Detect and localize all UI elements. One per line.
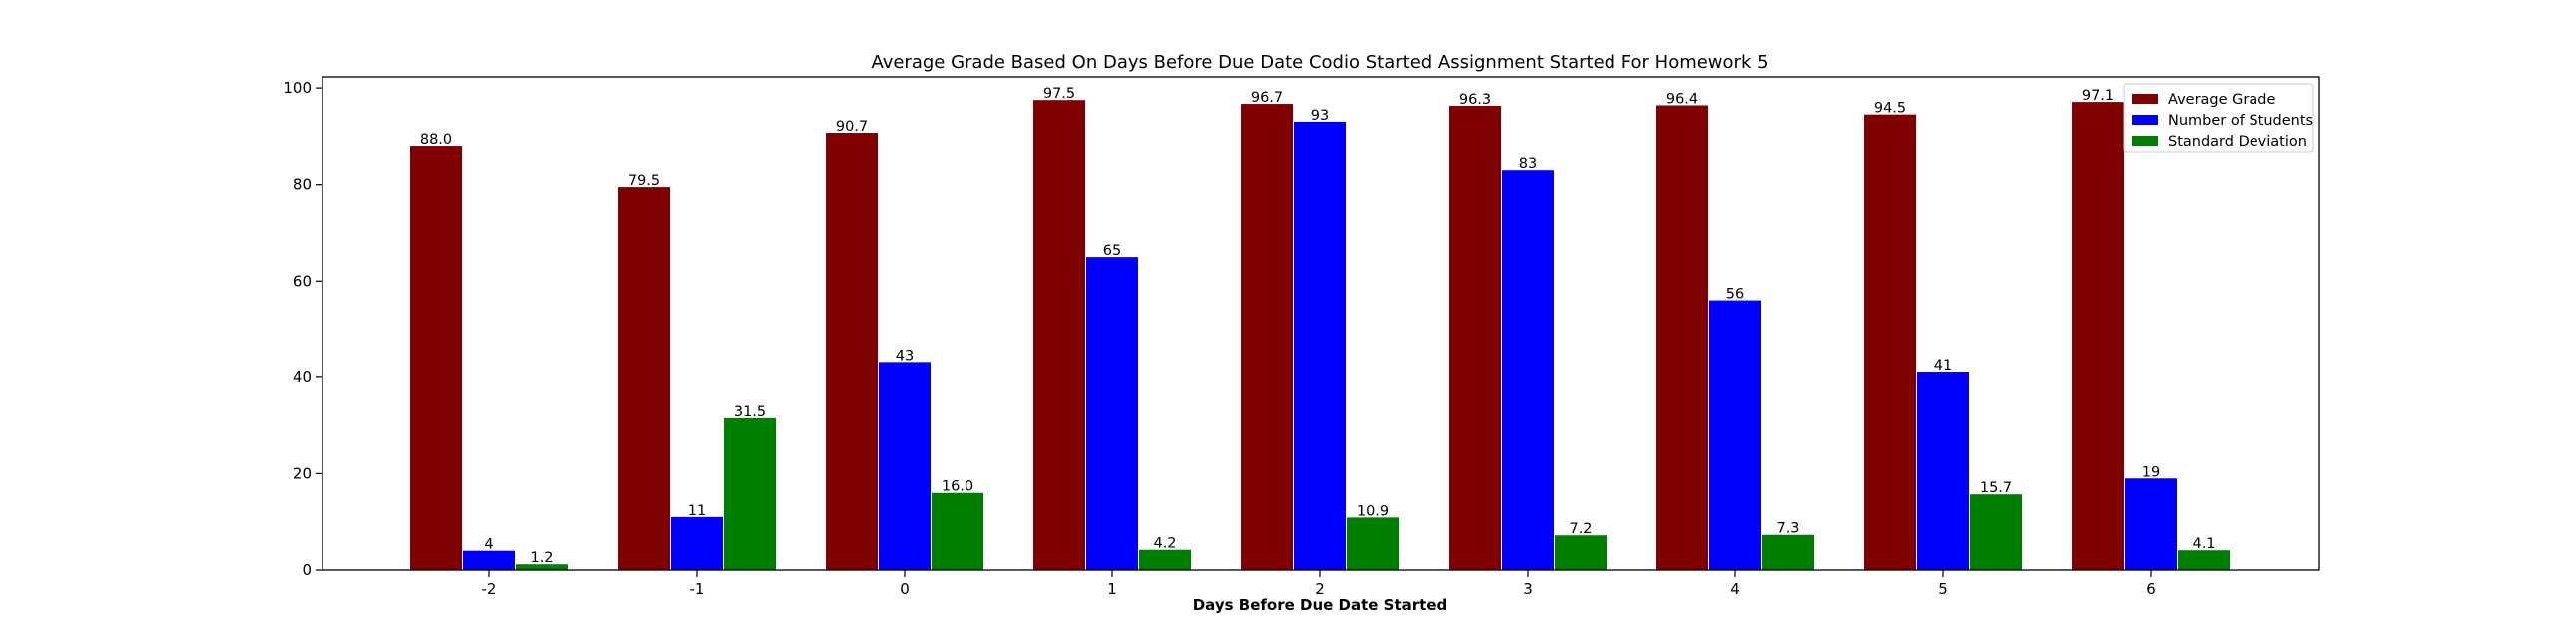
y-tick-label: 100 xyxy=(283,79,312,97)
y-axis: 0 20 40 60 80 100 xyxy=(283,79,322,579)
data-label: 11 xyxy=(688,503,706,519)
data-label: 10.9 xyxy=(1357,503,1389,519)
chart-title: Average Grade Based On Days Before Due D… xyxy=(871,52,1768,73)
x-axis: -2 -1 0 1 2 3 4 5 6 xyxy=(482,570,2156,598)
data-labels-layer: 88.0 4 1.2 79.5 11 31.5 90.7 43 16.0 97.5 65 4.2 96.… xyxy=(420,86,2216,566)
bar-average-grade-0 xyxy=(826,133,878,571)
y-tick-label: 0 xyxy=(302,561,312,579)
data-label: 1.2 xyxy=(530,550,553,566)
data-label: 90.7 xyxy=(836,119,868,135)
x-tick-label: 2 xyxy=(1315,580,1325,598)
bar-average-grade-1 xyxy=(1033,100,1085,570)
data-label: 97.5 xyxy=(1043,86,1075,102)
data-label: 4.2 xyxy=(1153,536,1176,552)
bar-average-grade-3 xyxy=(1449,105,1501,571)
bar-average-grade-6 xyxy=(2072,102,2124,570)
x-axis-title: Days Before Due Date Started xyxy=(1193,596,1448,614)
legend-swatch xyxy=(2132,136,2158,146)
x-tick-label: 5 xyxy=(1938,580,1948,598)
bars-layer xyxy=(410,100,2230,571)
bar-average-grade--2 xyxy=(410,146,462,570)
data-label: 83 xyxy=(1519,156,1537,172)
bar-standard-deviation-6 xyxy=(2178,550,2230,570)
x-tick-label: 0 xyxy=(900,580,910,598)
x-tick-label: 3 xyxy=(1523,580,1533,598)
bar-standard-deviation--1 xyxy=(724,417,776,570)
data-label: 15.7 xyxy=(1980,480,2012,496)
y-tick-label: 60 xyxy=(293,272,312,290)
legend-entry: Average Grade xyxy=(2168,92,2275,108)
data-label: 79.5 xyxy=(628,173,660,189)
legend-box xyxy=(2123,83,2314,153)
data-label: 96.3 xyxy=(1459,92,1491,108)
bar-number-of-students-6 xyxy=(2125,478,2177,570)
data-label: 19 xyxy=(2142,464,2160,480)
data-label: 88.0 xyxy=(420,132,452,148)
legend-swatch xyxy=(2132,94,2158,104)
data-label: 94.5 xyxy=(1874,101,1906,117)
bar-average-grade-5 xyxy=(1864,114,1916,571)
bar-number-of-students-5 xyxy=(1917,372,1969,570)
y-tick-label: 40 xyxy=(293,368,312,386)
data-label: 4 xyxy=(484,537,493,553)
bar-standard-deviation-2 xyxy=(1347,517,1399,570)
legend-entry: Number of Students xyxy=(2168,113,2313,129)
data-label: 56 xyxy=(1726,287,1744,303)
bar-number-of-students-4 xyxy=(1709,300,1761,570)
data-label: 93 xyxy=(1311,108,1329,124)
data-label: 7.2 xyxy=(1569,521,1592,537)
legend: Average Grade Number of Students Standard … xyxy=(2123,83,2314,153)
data-label: 65 xyxy=(1103,243,1121,259)
y-tick-label: 20 xyxy=(293,464,312,482)
bar-average-grade-4 xyxy=(1656,105,1708,570)
bar-standard-deviation-0 xyxy=(932,492,983,570)
y-tick-label: 80 xyxy=(293,176,312,194)
legend-entry: Standard Deviation xyxy=(2168,134,2307,150)
x-tick-label: 4 xyxy=(1730,580,1740,598)
bar-standard-deviation-4 xyxy=(1762,534,1814,570)
bar-number-of-students-0 xyxy=(879,362,931,570)
data-label: 7.3 xyxy=(1776,521,1799,537)
data-label: 43 xyxy=(896,348,914,364)
data-label: 96.7 xyxy=(1251,90,1283,106)
bar-standard-deviation-3 xyxy=(1555,535,1607,570)
bar-number-of-students-3 xyxy=(1502,170,1554,571)
data-label: 31.5 xyxy=(734,404,766,420)
plot-frame xyxy=(322,76,2320,571)
legend-swatch xyxy=(2132,115,2158,125)
bar-standard-deviation--2 xyxy=(516,564,568,570)
x-tick-label: 6 xyxy=(2146,580,2156,598)
bar-number-of-students-1 xyxy=(1086,257,1138,570)
bar-number-of-students--1 xyxy=(671,516,723,570)
x-tick-label: -2 xyxy=(482,580,497,598)
x-tick-label: 1 xyxy=(1107,580,1117,598)
x-tick-label: -1 xyxy=(690,580,705,598)
data-label: 41 xyxy=(1934,358,1952,374)
bar-number-of-students--2 xyxy=(463,550,515,570)
bar-standard-deviation-1 xyxy=(1139,549,1191,570)
bar-standard-deviation-5 xyxy=(1970,494,2022,570)
data-label: 97.1 xyxy=(2082,88,2114,104)
data-label: 4.1 xyxy=(2192,536,2215,552)
data-label: 16.0 xyxy=(942,479,973,495)
data-label: 96.4 xyxy=(1666,91,1698,107)
bar-average-grade--1 xyxy=(618,187,670,570)
bar-number-of-students-2 xyxy=(1294,121,1346,570)
bar-average-grade-2 xyxy=(1241,104,1293,571)
